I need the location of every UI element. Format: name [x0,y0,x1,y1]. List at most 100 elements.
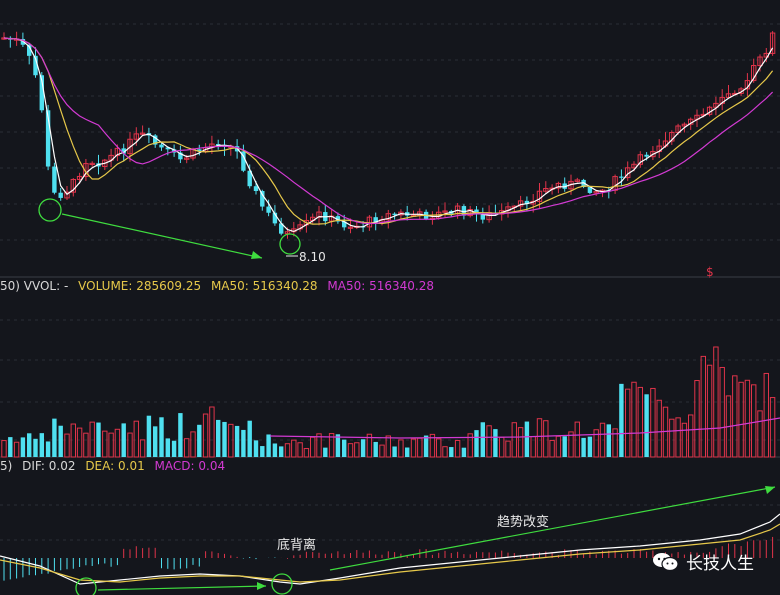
dif-line [0,513,780,585]
volume-bar [385,435,392,458]
annotation-circle [38,198,62,222]
volume-bar [202,413,209,458]
annotation-circle [279,233,301,255]
volume-bar [303,448,310,458]
volume-bar [347,443,354,458]
volume-bar [568,431,574,458]
volume-bar [625,388,631,458]
volume-bar [650,387,656,458]
volume-bar [76,427,83,458]
candle-body [39,75,44,111]
volume-bar [323,447,328,457]
candle-body [64,191,70,199]
volume-bar [253,440,259,457]
volume-bar [606,424,611,457]
volume-bar [467,433,473,458]
volume-bar [738,381,744,458]
candle-body [562,183,567,189]
volume-bar [266,434,271,457]
volume-bar [171,440,177,457]
volume-bar [20,437,26,457]
ma-mid-line [3,37,774,225]
volume-bar [581,437,586,457]
volume-bars [1,346,776,458]
volume-bar [719,366,725,458]
volume-bar [83,432,89,458]
volume-bar [392,446,397,457]
volume-bar [222,421,227,457]
volume-bar [146,415,152,457]
candle-body [241,151,246,171]
candle-body [178,152,183,160]
volume-bar [675,417,681,458]
volume-bar [744,379,751,458]
volume-bar [536,418,543,458]
volume-bar [379,444,385,458]
volume-bar [58,425,63,457]
candle-body [644,154,649,157]
volume-bar [178,413,183,457]
volume-bar [159,417,164,457]
volume-bar [96,422,101,457]
dif-value: DIF: 0.02 [22,459,76,473]
volume-bar [631,381,637,458]
volume-bar [599,422,606,458]
bottom-divergence-label: 底背离 [277,538,317,553]
volume-bar [763,372,769,458]
candle-body [52,166,57,193]
dea-line [0,523,780,583]
volume-bar [700,355,706,458]
watermark: 长技人生 [652,549,754,574]
ma-short-line [3,37,774,233]
volume-bar [114,428,121,458]
candle-body [127,138,133,155]
volume-bar [121,423,126,457]
volume-bar [45,441,51,457]
volume-bar [612,428,618,458]
volume-bar [694,380,700,458]
volume-bar [1,440,7,458]
volume-bar [328,433,335,458]
volume-bar [474,430,479,457]
candle-body [272,212,278,224]
volume-bar [153,426,158,457]
chart-annotations [38,198,776,595]
candle-body [58,192,63,198]
candle-body [587,186,593,193]
dea-value: DEA: 0.01 [85,459,145,473]
volume-bar [486,425,492,458]
volume-bar [681,422,688,458]
volume-header-prefix: 50) VVOL: - [0,279,69,293]
volume-bar [8,437,13,457]
candle-body [474,209,479,215]
candle-body [650,151,656,158]
candle-body [524,200,530,205]
volume-bar [499,436,505,458]
volume-bar [757,410,763,458]
volume-bar [373,441,378,457]
trend-arrowhead [765,486,775,494]
ma-long-line [3,37,774,225]
candle-body [83,163,89,177]
volume-bar [209,406,215,458]
candle-body [89,162,95,166]
candle-body [260,191,265,207]
volume-bar [102,430,108,458]
candle-body [385,213,392,221]
watermark-text: 长技人生 [686,554,754,574]
volume-bar [89,421,95,458]
volume-bar [216,419,221,457]
volume-bar [405,447,410,457]
candle-body [70,178,76,193]
candle-body [342,221,347,228]
candlesticks [1,31,776,239]
candle-body [139,132,146,135]
annotation-arrow [97,585,267,591]
candle-body [757,56,763,67]
volume-bar [543,420,549,458]
volume-bar [39,433,44,457]
trend-change-label: 趋势改变 [497,515,550,530]
volume-bar [619,383,624,457]
volume-bar [190,431,196,458]
volume-bar [70,423,76,458]
